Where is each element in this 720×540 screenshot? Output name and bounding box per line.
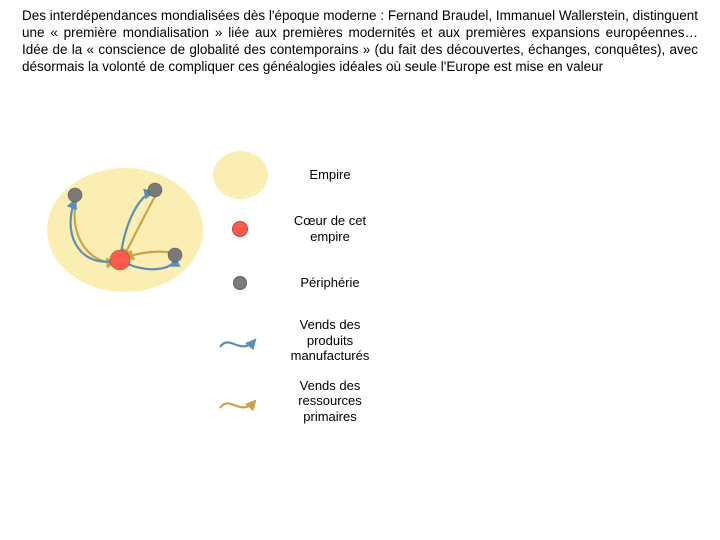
legend: Empire Cœur de cet empire Périphérie Ven… — [205, 155, 485, 439]
legend-row-manufactured: Vends des produits manufacturés — [205, 317, 485, 364]
wave-blue-path — [220, 340, 255, 347]
core-swatch — [232, 221, 248, 237]
legend-row-empire: Empire — [205, 155, 485, 195]
periphery-node-0 — [68, 188, 82, 202]
legend-icon-primary — [205, 381, 275, 421]
empire-swatch — [213, 151, 268, 199]
wave-gold-path — [220, 401, 255, 408]
periphery-node-2 — [168, 248, 182, 262]
wave-blue-icon — [215, 325, 265, 355]
legend-row-periphery: Périphérie — [205, 263, 485, 303]
intro-paragraph: Des interdépendances mondialisées dès l'… — [22, 8, 698, 76]
legend-icon-empire — [205, 155, 275, 195]
legend-icon-periphery — [205, 263, 275, 303]
periphery-swatch — [233, 276, 247, 290]
legend-label-primary: Vends des ressources primaires — [275, 378, 385, 425]
legend-label-core: Cœur de cet empire — [275, 213, 385, 244]
wave-gold-icon — [215, 386, 265, 416]
periphery-node-1 — [148, 183, 162, 197]
core-node — [110, 250, 130, 270]
legend-label-periphery: Périphérie — [275, 275, 385, 291]
legend-icon-core — [205, 209, 275, 249]
legend-label-manufactured: Vends des produits manufacturés — [275, 317, 385, 364]
legend-row-core: Cœur de cet empire — [205, 209, 485, 249]
legend-row-primary: Vends des ressources primaires — [205, 378, 485, 425]
legend-label-empire: Empire — [275, 167, 385, 183]
legend-icon-manufactured — [205, 320, 275, 360]
